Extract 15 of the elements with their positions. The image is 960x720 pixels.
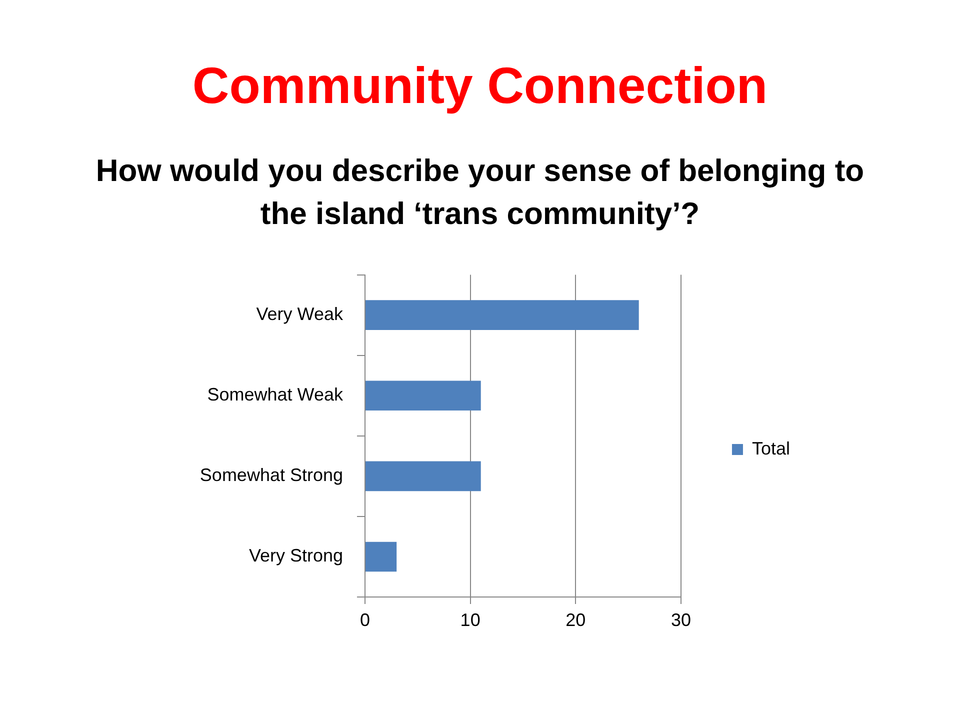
bar bbox=[366, 542, 397, 572]
chart-subtitle: How would you describe your sense of belonging to the island ‘trans community’? bbox=[94, 152, 866, 233]
bar bbox=[366, 461, 481, 492]
x-tick-label: 20 bbox=[566, 610, 586, 630]
x-tick-label: 30 bbox=[670, 610, 691, 630]
y-tick-label: Somewhat Strong bbox=[200, 465, 343, 486]
bar bbox=[366, 300, 639, 330]
legend-label: Total bbox=[752, 438, 790, 458]
bar bbox=[366, 380, 481, 411]
y-tick-label: Very Weak bbox=[256, 304, 344, 324]
chart-title: Community Connection bbox=[191, 56, 769, 116]
y-tick-label: Somewhat Weak bbox=[207, 384, 344, 405]
x-tick-label: 0 bbox=[360, 610, 370, 630]
y-tick-label: Very Strong bbox=[248, 546, 343, 566]
x-tick-label: 10 bbox=[460, 610, 480, 630]
